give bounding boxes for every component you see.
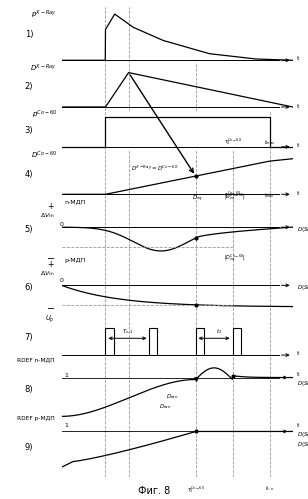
Text: $D_{eq}$: $D_{eq}$ [192, 194, 203, 205]
Text: t: t [297, 143, 300, 148]
Text: RDEF р-МДП: RDEF р-МДП [17, 416, 55, 421]
Text: $-$: $-$ [46, 251, 55, 262]
Text: 1: 1 [64, 423, 68, 428]
Text: $D^{X-Ray}=D^{Co-60}$: $D^{X-Ray}=D^{Co-60}$ [131, 164, 178, 173]
Text: $D_{ran}$: $D_{ran}$ [159, 402, 172, 411]
Text: 8): 8) [25, 385, 33, 394]
Text: $p^{Co-60}$: $p^{Co-60}$ [32, 109, 57, 121]
Text: 4): 4) [25, 170, 33, 179]
Text: t: t [297, 55, 300, 60]
Text: $t_{max}$: $t_{max}$ [264, 191, 275, 200]
Text: $D(SiO_2)$: $D(SiO_2)$ [297, 283, 308, 292]
Text: 1: 1 [64, 373, 68, 378]
Text: 0: 0 [60, 277, 63, 282]
Text: $U_p$: $U_p$ [45, 313, 55, 325]
Text: $p^{X-Ray}$: $p^{X-Ray}$ [31, 9, 57, 21]
Text: $D(SiO_2)$: $D(SiO_2)$ [297, 440, 308, 449]
Text: $+$: $+$ [47, 201, 55, 211]
Text: t: t [297, 423, 300, 428]
Text: $D(SiO_2)$: $D(SiO_2)$ [297, 379, 308, 388]
Text: n-МДП: n-МДП [64, 199, 85, 204]
Text: $D^{Co-60}$: $D^{Co-60}$ [31, 150, 57, 161]
Text: $\Delta V_{th}$: $\Delta V_{th}$ [40, 269, 55, 278]
Text: 0: 0 [60, 222, 63, 227]
Text: Фиг. 8: Фиг. 8 [138, 486, 170, 496]
Text: 6): 6) [25, 283, 33, 292]
Text: $\tau_2^{Co-60}$: $\tau_2^{Co-60}$ [224, 137, 241, 147]
Text: $\Delta V_{th}$: $\Delta V_{th}$ [40, 211, 55, 220]
Text: $-$: $-$ [46, 301, 55, 311]
Text: $D(SiO_2)$: $D(SiO_2)$ [297, 225, 308, 234]
Text: $t_{r,n}$: $t_{r,n}$ [265, 485, 274, 493]
Text: $D^{X-Ray}$: $D^{X-Ray}$ [30, 62, 57, 74]
Text: $T_{c,1}$: $T_{c,1}$ [122, 327, 133, 336]
Text: t: t [297, 104, 300, 109]
Text: $t_2$: $t_2$ [216, 327, 222, 336]
Text: р-МДП: р-МДП [64, 258, 85, 263]
Text: $t_{max}$: $t_{max}$ [264, 139, 275, 147]
Text: 3): 3) [25, 126, 33, 135]
Text: $+$: $+$ [47, 259, 55, 269]
Text: $\tau_2^{Co-60}$: $\tau_2^{Co-60}$ [224, 189, 241, 200]
Text: $\tau_2^{Co-60}$: $\tau_2^{Co-60}$ [187, 485, 205, 496]
Text: 1): 1) [25, 30, 33, 39]
Text: RDEF n-МДП: RDEF n-МДП [17, 358, 55, 363]
Text: 2): 2) [25, 82, 33, 91]
Text: 5): 5) [25, 225, 33, 234]
Text: 7): 7) [25, 333, 33, 342]
Text: $D(SiO_2)$: $D(SiO_2)$ [297, 430, 308, 439]
Text: $|D^{Co-60}_{eq}|$: $|D^{Co-60}_{eq}|$ [224, 193, 246, 205]
Text: t: t [297, 351, 300, 356]
Text: $D_{ran}$: $D_{ran}$ [166, 392, 179, 401]
Text: t: t [297, 372, 300, 377]
Text: $|D^{Co-60}_{eq}|$: $|D^{Co-60}_{eq}|$ [224, 253, 246, 265]
Text: t: t [297, 191, 300, 196]
Text: 9): 9) [25, 443, 33, 452]
